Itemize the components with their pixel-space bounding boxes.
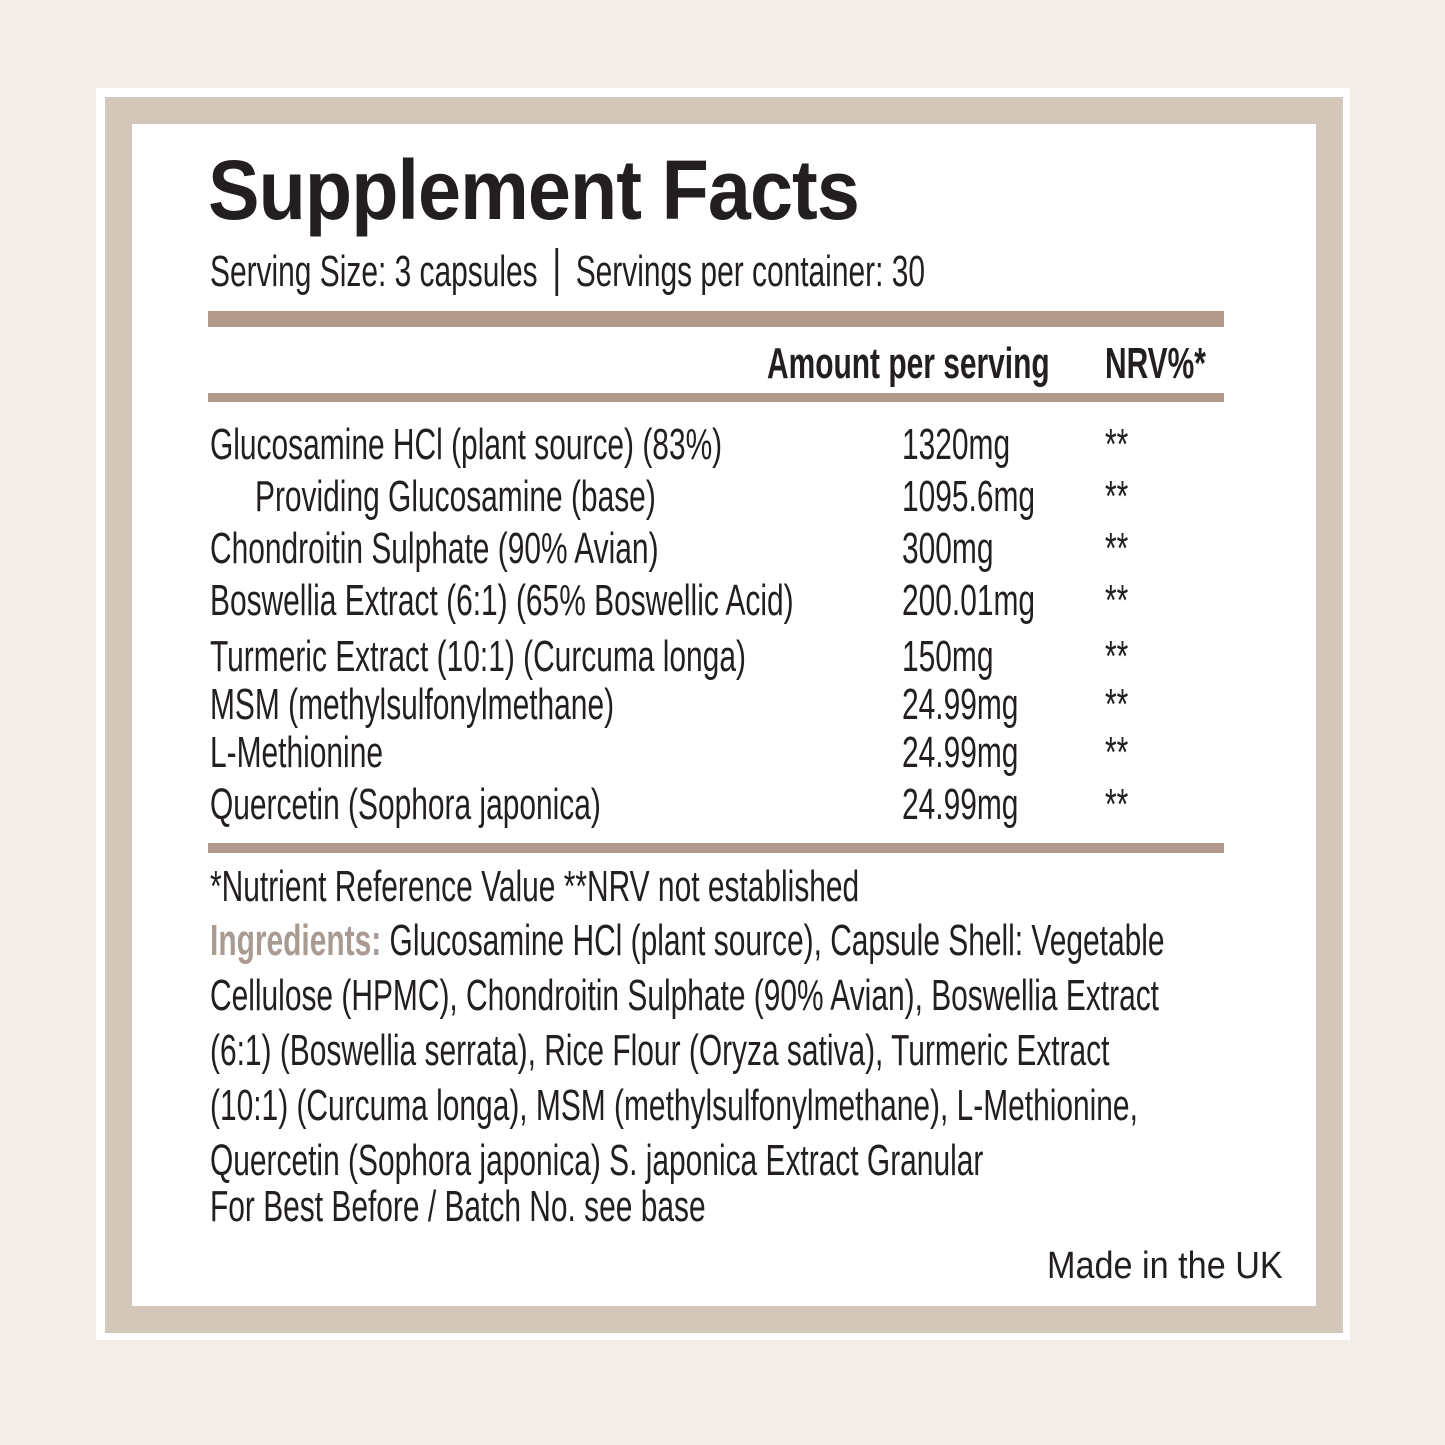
ingredients-line-row: (10:1) (Curcuma longa), MSM (methylsulfo… (210, 1081, 1445, 1130)
ingredients-label: Ingredients: (210, 916, 382, 965)
nutrient-nrv: ** (1105, 680, 1129, 729)
nutrient-name: Turmeric Extract (10:1) (Curcuma longa) (210, 632, 746, 681)
ingredients-line: Cellulose (HPMC), Chondroitin Sulphate (… (210, 971, 1160, 1020)
best-before-text: For Best Before / Batch No. see base (210, 1182, 706, 1231)
nutrient-amount: 24.99mg (902, 780, 1019, 829)
nutrient-name: Providing Glucosamine (base) (255, 472, 656, 521)
nutrient-amount: 24.99mg (902, 728, 1019, 777)
nutrient-nrv: ** (1105, 420, 1129, 469)
table-bottom-rule (208, 843, 1224, 853)
nutrient-row: L-Methionine 24.99mg ** (210, 727, 1226, 779)
nutrient-amount: 150mg (902, 632, 994, 681)
nutrient-amount: 300mg (902, 524, 994, 573)
column-header-amount: Amount per serving (767, 339, 1050, 388)
nutrient-row: Glucosamine HCl (plant source) (83%) 132… (210, 419, 1226, 471)
top-thick-rule (208, 311, 1224, 327)
ingredients-line-row: Quercetin (Sophora japonica) S. japonica… (210, 1136, 1347, 1185)
nutrient-nrv: ** (1105, 472, 1129, 521)
header-rule (208, 393, 1224, 402)
nutrient-nrv: ** (1105, 576, 1129, 625)
ingredients-line-row: (6:1) (Boswellia serrata), Rice Flour (O… (210, 1026, 1445, 1075)
servings-per-container-text: Servings per container: 30 (575, 247, 925, 296)
ingredients-line: Glucosamine HCl (plant source), Capsule … (389, 916, 1165, 965)
serving-size-text: Serving Size: 3 capsules (210, 247, 538, 296)
nutrient-row: Quercetin (Sophora japonica) 24.99mg ** (210, 779, 1226, 831)
nutrient-row: Chondroitin Sulphate (90% Avian) 300mg *… (210, 523, 1226, 575)
nutrient-name: L-Methionine (210, 728, 383, 777)
nutrient-amount: 1095.6mg (902, 472, 1036, 521)
nutrient-nrv: ** (1105, 632, 1129, 681)
title-text: Supplement Facts (208, 143, 860, 237)
nutrient-name: Quercetin (Sophora japonica) (210, 780, 601, 829)
nutrient-row: MSM (methylsulfonylmethane) 24.99mg ** (210, 679, 1226, 731)
nutrient-row: Providing Glucosamine (base) 1095.6mg ** (210, 471, 1226, 523)
ingredients-line: (10:1) (Curcuma longa), MSM (methylsulfo… (210, 1081, 1138, 1130)
ingredients-line-row: Cellulose (HPMC), Chondroitin Sulphate (… (210, 971, 1445, 1020)
supplement-facts-title: Supplement Facts (208, 148, 915, 232)
nutrient-amount: 1320mg (902, 420, 1011, 469)
nrv-footnote: *Nutrient Reference Value **NRV not esta… (210, 862, 860, 911)
ingredients-line: Quercetin (Sophora japonica) S. japonica… (210, 1136, 984, 1185)
nutrient-name: Chondroitin Sulphate (90% Avian) (210, 524, 659, 573)
nutrient-name: Glucosamine HCl (plant source) (83%) (210, 420, 723, 469)
serving-info-line: Serving Size: 3 capsules Servings per co… (210, 247, 1261, 297)
label-sheet (96, 88, 1350, 1340)
nutrient-nrv: ** (1105, 524, 1129, 573)
column-header-nrv: NRV%* (1105, 339, 1206, 388)
nutrient-amount: 200.01mg (902, 576, 1036, 625)
nutrient-nrv: ** (1105, 728, 1129, 777)
ingredients-line: (6:1) (Boswellia serrata), Rice Flour (O… (210, 1026, 1110, 1075)
nutrient-nrv: ** (1105, 780, 1129, 829)
ingredients-paragraph: Ingredients: Glucosamine HCl (plant sour… (210, 916, 1445, 965)
nutrient-row: Boswellia Extract (6:1) (65% Boswellic A… (210, 575, 1226, 627)
nutrient-row: Turmeric Extract (10:1) (Curcuma longa) … (210, 631, 1226, 683)
label-border (105, 97, 1343, 1333)
serving-divider (555, 248, 559, 297)
nutrient-name: MSM (methylsulfonylmethane) (210, 680, 615, 729)
nutrient-amount: 24.99mg (902, 680, 1019, 729)
nutrient-name: Boswellia Extract (6:1) (65% Boswellic A… (210, 576, 794, 625)
made-in-uk-text: Made in the UK (1047, 1245, 1283, 1287)
